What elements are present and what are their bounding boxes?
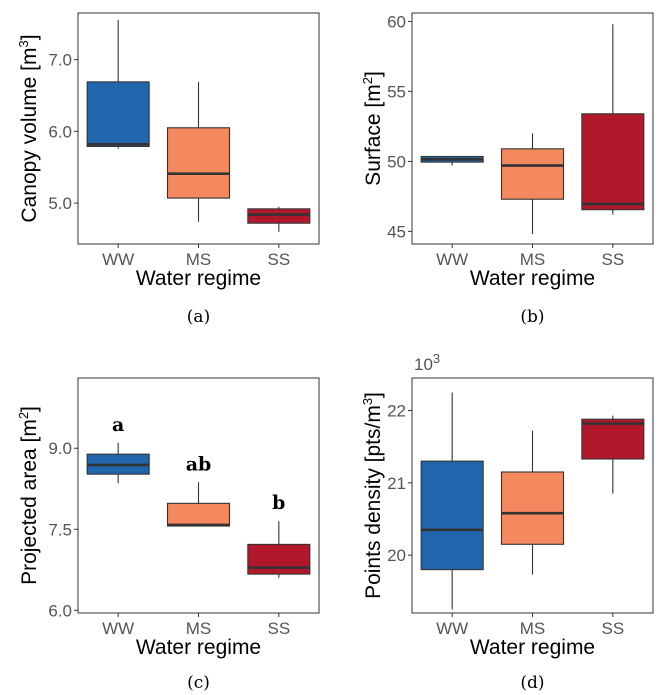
y-axis-label: Projected area [m2]: [16, 406, 41, 585]
box-SS: [247, 543, 311, 575]
box-SS: [581, 418, 645, 460]
panel-c: 6.0 7.5 9.0 WW MS SS a ab b Water regime Projected…: [16, 377, 320, 693]
box-SS: [581, 113, 645, 211]
x-tick-label: MS: [520, 619, 546, 638]
box-WW: [86, 81, 150, 147]
y-axis-label: Canopy volume [m3]: [16, 34, 41, 222]
y-scale-label: 103: [414, 351, 440, 374]
x-axis-label: Water regime: [470, 636, 595, 659]
y-tick-label: 7.5: [48, 520, 72, 539]
x-tick-label: WW: [436, 619, 468, 638]
panel-b: 45 50 55 60 WW MS SS Water regime Surface [m2] (b…: [360, 12, 654, 327]
y-axis-label: Surface [m2]: [360, 71, 385, 186]
x-tick-label: WW: [102, 250, 134, 269]
y-tick-label: 6.0: [48, 601, 72, 620]
y-tick-label: 50: [387, 152, 406, 171]
box-MS: [500, 148, 565, 200]
x-axis-label: Water regime: [470, 267, 595, 290]
panel-label: (d): [520, 673, 544, 693]
y-tick-label: 21: [387, 474, 406, 493]
significance-label: a: [112, 414, 124, 436]
x-tick-label: WW: [436, 250, 468, 269]
y-tick-label: 6.0: [48, 122, 72, 141]
x-tick-label: MS: [520, 250, 546, 269]
box-SS: [247, 208, 311, 224]
x-tick-label: SS: [267, 250, 290, 269]
panel-label: (b): [520, 307, 544, 327]
box-MS: [166, 127, 231, 199]
box-WW: [420, 460, 484, 571]
x-tick-label: MS: [186, 619, 212, 638]
y-tick-label: 22: [387, 402, 406, 421]
x-tick-label: SS: [601, 250, 624, 269]
x-axis-label: Water regime: [136, 636, 261, 659]
y-tick-label: 55: [387, 82, 406, 101]
x-tick-label: SS: [267, 619, 290, 638]
x-tick-label: WW: [102, 619, 134, 638]
x-axis-label: Water regime: [136, 267, 261, 290]
significance-label: b: [272, 492, 285, 514]
panel-label: (c): [187, 673, 210, 693]
box-MS: [500, 471, 565, 545]
y-tick-label: 5.0: [48, 194, 72, 213]
y-tick-label: 20: [387, 546, 406, 565]
significance-label: ab: [186, 453, 212, 475]
box-MS: [166, 502, 231, 527]
y-tick-label: 7.0: [48, 51, 72, 70]
x-tick-label: MS: [186, 250, 212, 269]
y-tick-label: 45: [387, 222, 406, 241]
panel-d: 20 21 22 WW MS SS Water regime Points density […: [360, 351, 654, 693]
y-tick-label: 9.0: [48, 439, 72, 458]
x-tick-label: SS: [601, 619, 624, 638]
panel-a: 5.0 6.0 7.0 WW MS SS Water regime Canopy volume…: [16, 12, 320, 327]
panel-label: (a): [187, 307, 210, 327]
y-tick-label: 60: [387, 12, 406, 31]
y-axis-label: Points density [pts/m3]: [360, 392, 385, 599]
